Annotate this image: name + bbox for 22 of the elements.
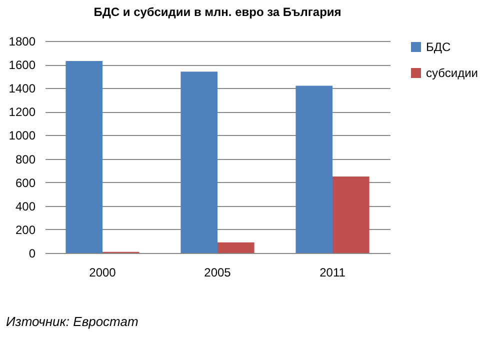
y-tick-label: 1400 — [8, 82, 36, 96]
bar — [218, 242, 254, 253]
y-tick-label: 1800 — [8, 34, 36, 48]
y-tick-label: 200 — [15, 222, 36, 237]
bar — [66, 61, 102, 253]
text: Източник: Евростат — [6, 314, 138, 329]
y-tick-label: 600 — [15, 176, 36, 190]
y-tick-label: 1600 — [8, 58, 36, 72]
legend-label: БДС — [426, 40, 451, 54]
y-tick-label: 1200 — [8, 105, 36, 120]
bar — [180, 72, 218, 253]
legend-label: субсидии — [426, 66, 478, 80]
bar — [332, 176, 370, 253]
y-tick-label: 800 — [15, 152, 36, 166]
y-tick-label: 400 — [15, 199, 36, 214]
y-tick-label: 1000 — [8, 128, 36, 143]
chart-title: БДС и субсидии в млн. евро за България — [94, 5, 342, 19]
y-tick-label: 0 — [28, 246, 36, 260]
x-tick-label: 2000 — [89, 266, 116, 280]
x-tick-label: 2005 — [204, 266, 232, 280]
x-tick-label: 2011 — [320, 266, 346, 280]
bar — [296, 86, 332, 253]
